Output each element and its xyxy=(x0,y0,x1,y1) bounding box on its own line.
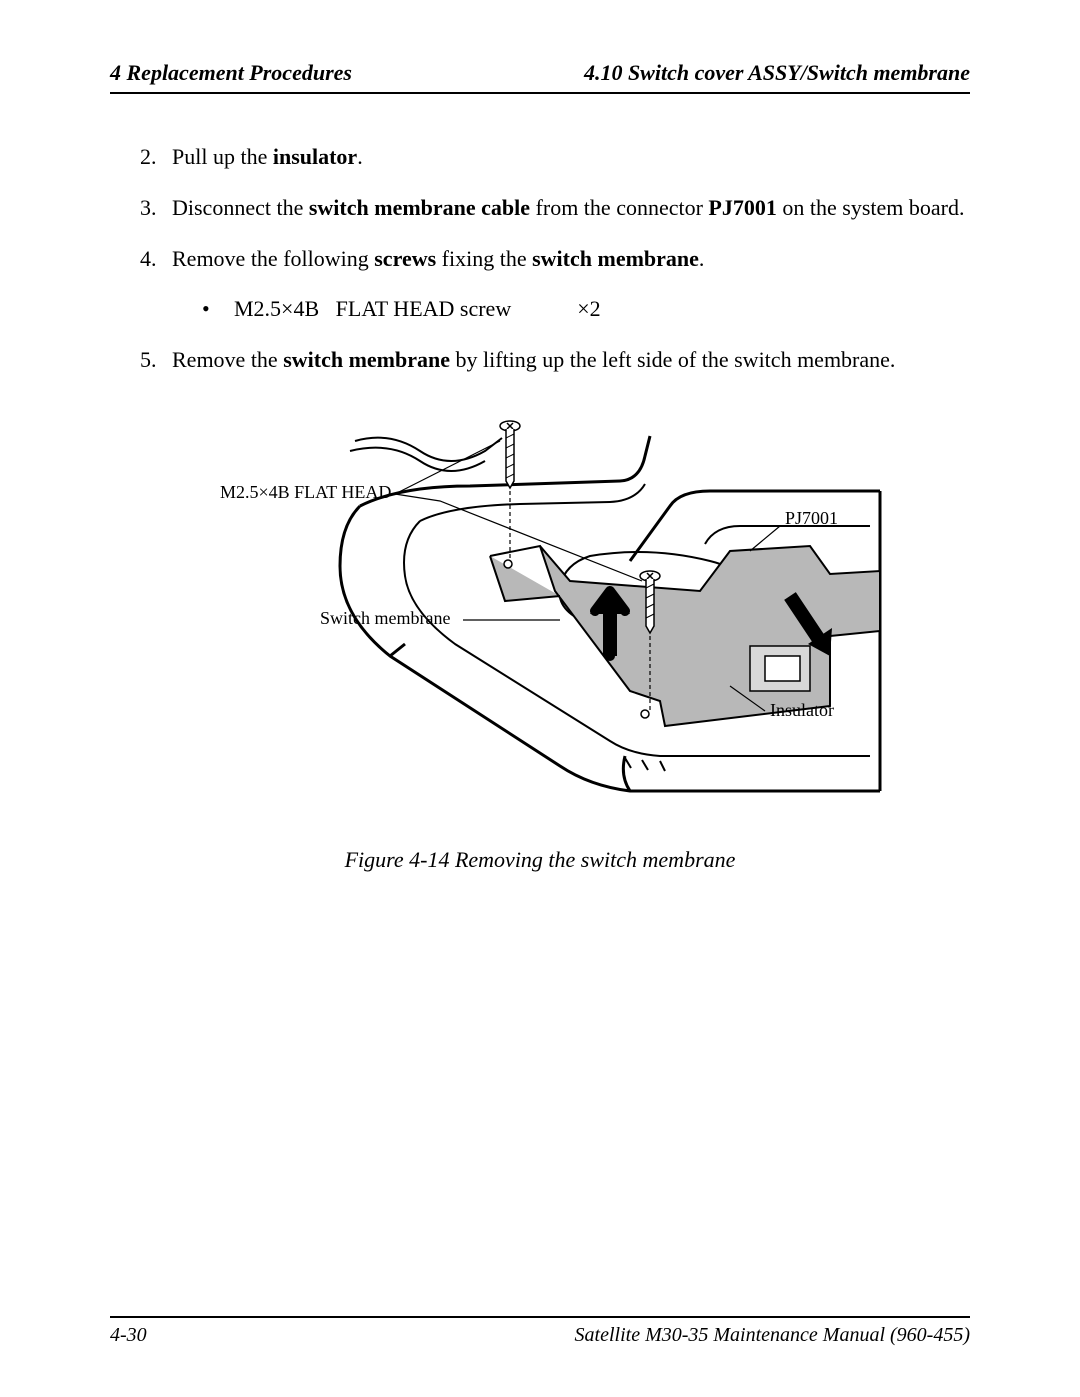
step-number: 4. xyxy=(140,244,172,275)
content-body: 2. Pull up the insulator. 3. Disconnect … xyxy=(110,142,970,876)
step-4: 4. Remove the following screws fixing th… xyxy=(110,244,970,275)
step-3: 3. Disconnect the switch membrane cable … xyxy=(110,193,970,224)
label-connector: PJ7001 xyxy=(785,508,838,528)
bullet-text: M2.5×4B FLAT HEAD screw ×2 xyxy=(234,294,970,325)
step-number: 3. xyxy=(140,193,172,224)
step-text: Disconnect the switch membrane cable fro… xyxy=(172,193,970,224)
figure-caption: Figure 4-14 Removing the switch membrane xyxy=(110,845,970,876)
step-number: 5. xyxy=(140,345,172,376)
footer-page-number: 4-30 xyxy=(110,1324,147,1347)
step-2: 2. Pull up the insulator. xyxy=(110,142,970,173)
label-membrane: Switch membrane xyxy=(320,608,450,628)
figure-4-14: M2.5×4B FLAT HEAD PJ7001 Switch membrane… xyxy=(110,396,970,876)
header-left: 4 Replacement Procedures xyxy=(110,60,352,86)
label-insulator: Insulator xyxy=(770,700,834,720)
step-text: Remove the switch membrane by lifting up… xyxy=(172,345,970,376)
bullet-screw-spec: • M2.5×4B FLAT HEAD screw ×2 xyxy=(110,294,970,325)
step-text: Pull up the insulator. xyxy=(172,142,970,173)
footer-manual-title: Satellite M30-35 Maintenance Manual (960… xyxy=(575,1324,970,1347)
diagram-svg: M2.5×4B FLAT HEAD PJ7001 Switch membrane… xyxy=(190,396,890,816)
label-screw: M2.5×4B FLAT HEAD xyxy=(220,482,391,502)
step-5: 5. Remove the switch membrane by lifting… xyxy=(110,345,970,376)
step-text: Remove the following screws fixing the s… xyxy=(172,244,970,275)
step-number: 2. xyxy=(140,142,172,173)
bullet-marker: • xyxy=(202,294,234,325)
page-header: 4 Replacement Procedures 4.10 Switch cov… xyxy=(110,60,970,94)
header-right: 4.10 Switch cover ASSY/Switch membrane xyxy=(584,60,970,86)
page-footer: 4-30 Satellite M30-35 Maintenance Manual… xyxy=(110,1316,970,1347)
